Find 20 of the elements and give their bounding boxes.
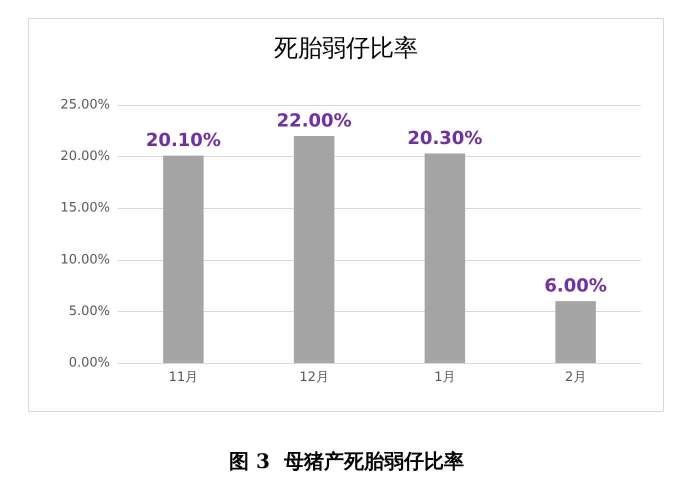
data-label: 20.30% <box>407 128 482 150</box>
x-tick-label: 11月 <box>168 370 198 385</box>
bar <box>294 136 334 363</box>
data-label: 6.00% <box>544 276 607 297</box>
caption: 图 3 母猪产死胎弱仔比率 <box>228 448 465 475</box>
bar <box>163 156 204 363</box>
x-tick-label: 2月 <box>564 370 586 385</box>
data-label: 20.10% <box>146 130 221 152</box>
y-tick-label: 5.00% <box>68 304 110 319</box>
data-label: 22.00% <box>276 110 352 132</box>
y-tick-label: 25.00% <box>60 98 110 112</box>
x-tick-label: 1月 <box>434 370 456 385</box>
bar <box>555 301 596 363</box>
chart-title: 死胎弱仔比率 <box>274 34 418 62</box>
bar <box>424 154 466 363</box>
y-tick-label: 0.00% <box>68 356 110 370</box>
y-tick-label: 15.00% <box>60 200 110 216</box>
x-tick-label: 12月 <box>299 370 329 385</box>
y-tick-label: 10.00% <box>60 252 110 268</box>
y-tick-label: 20.00% <box>60 149 110 164</box>
